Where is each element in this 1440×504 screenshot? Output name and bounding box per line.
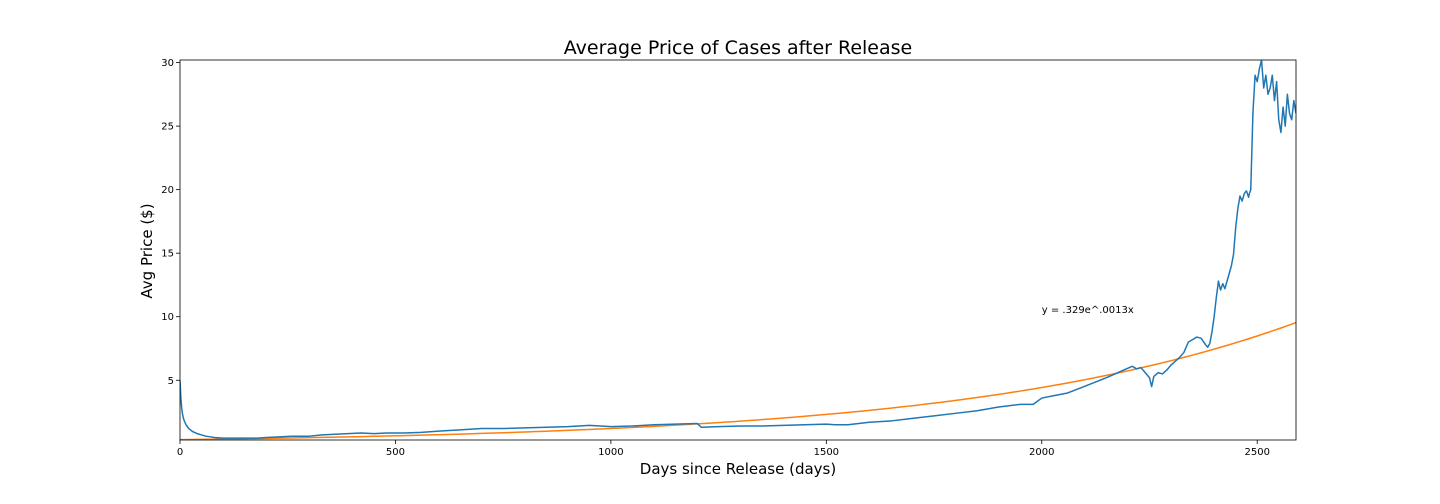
y-tick-label: 25 [161, 122, 174, 133]
y-tick-label: 10 [161, 312, 174, 323]
y-tick-label: 15 [161, 249, 174, 260]
x-tick-label: 0 [177, 447, 183, 458]
avg-price-series [180, 60, 1296, 439]
plot-area: 0 500 1000 1500 2000 2500 5 10 15 20 25 30 [161, 58, 1297, 458]
x-tick-label: 2000 [1029, 447, 1054, 458]
fit-curve-series [180, 321, 1296, 440]
y-axis-label: Avg Price ($) [138, 203, 156, 298]
chart-title: Average Price of Cases after Release [564, 37, 912, 59]
plot-frame [179, 59, 1297, 441]
x-tick-label: 2500 [1244, 447, 1269, 458]
y-tick-label: 20 [161, 185, 174, 196]
y-tick-label: 5 [168, 376, 174, 387]
fit-equation-annotation: y = .329e^.0013x [1042, 305, 1134, 316]
y-tick-label: 30 [161, 58, 174, 69]
x-axis-label: Days since Release (days) [640, 460, 836, 478]
x-tick-label: 500 [386, 447, 405, 458]
x-tick-label: 1000 [598, 447, 623, 458]
x-tick-label: 1500 [814, 447, 839, 458]
